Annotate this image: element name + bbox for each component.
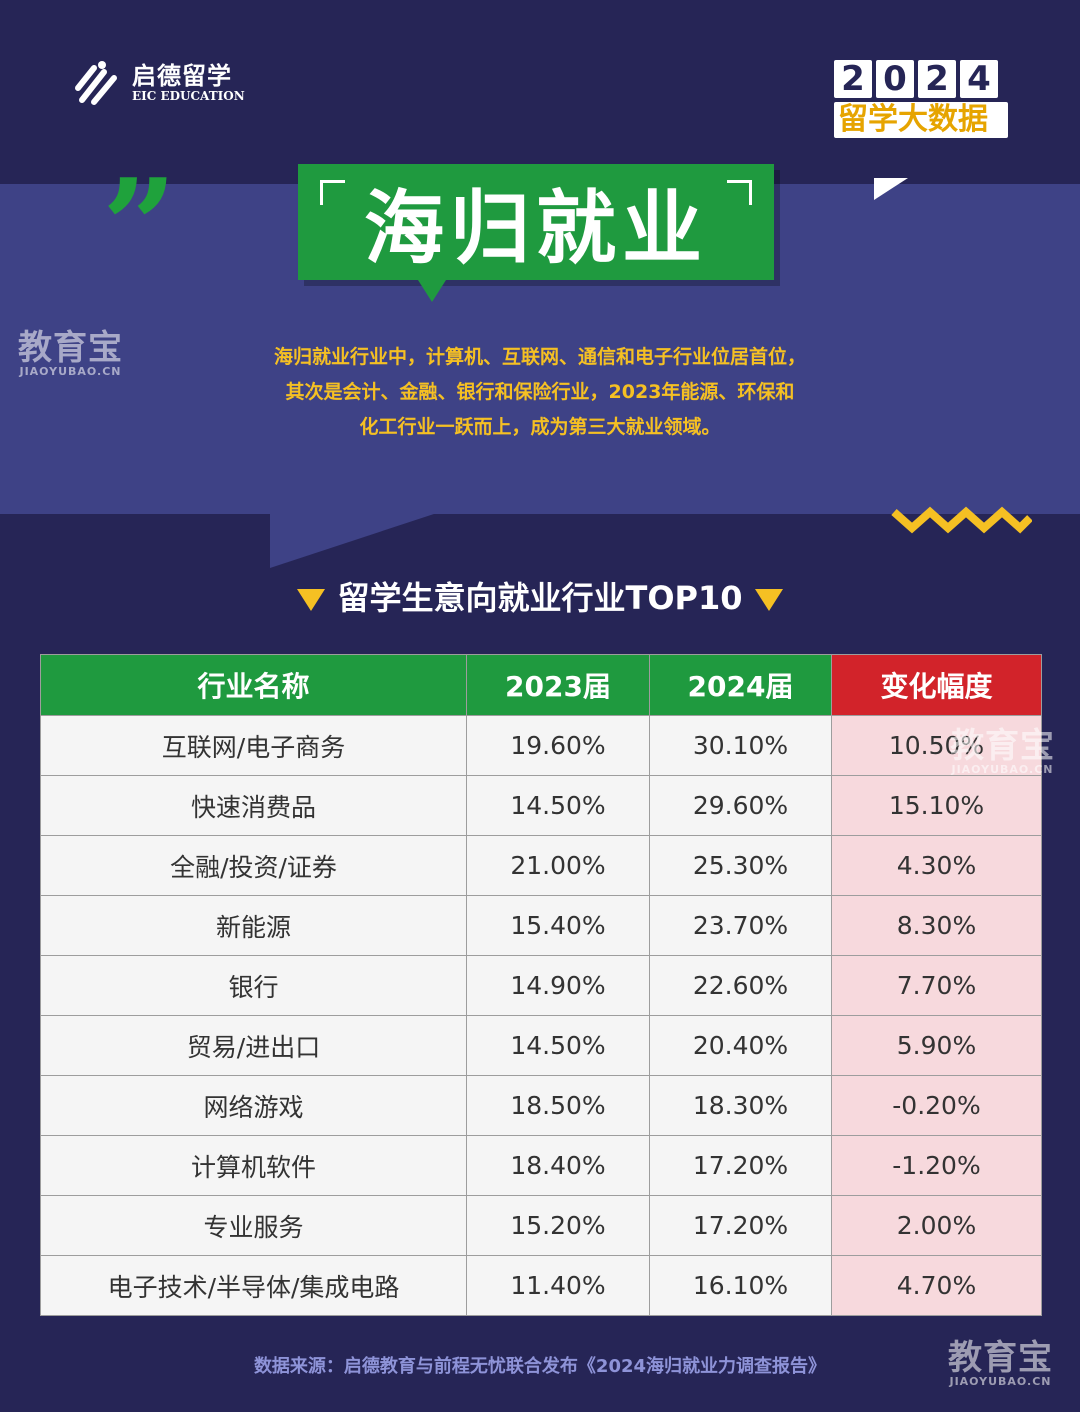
change-value: 8.30% — [831, 895, 1042, 956]
value-2023: 19.60% — [466, 715, 650, 776]
table-row: 互联网/电子商务 19.60% 30.10% 10.50% — [40, 715, 1042, 776]
bracket-right-icon — [727, 180, 752, 205]
title-tail — [418, 280, 446, 302]
watermark-cn: 教育宝 — [948, 1338, 1053, 1378]
industry-name: 互联网/电子商务 — [40, 715, 467, 776]
header-change: 变化幅度 — [831, 654, 1042, 716]
change-value: -1.20% — [831, 1135, 1042, 1196]
industry-name: 网络游戏 — [40, 1075, 467, 1136]
brand-name-en: EIC EDUCATION — [132, 89, 245, 103]
change-value: 10.50% — [831, 715, 1042, 776]
table-row: 新能源 15.40% 23.70% 8.30% — [40, 895, 1042, 956]
value-2024: 17.20% — [649, 1195, 832, 1256]
industry-name: 新能源 — [40, 895, 467, 956]
subtitle-text: 留学生意向就业行业TOP10 — [337, 579, 743, 617]
badge-year: 2 0 2 4 — [834, 60, 1008, 98]
intro-line: 化工行业一跃而上，成为第三大就业领域。 — [359, 416, 721, 438]
table-row: 银行 14.90% 22.60% 7.70% — [40, 955, 1042, 1016]
header-2024: 2024届 — [649, 654, 832, 716]
industry-name: 贸易/进出口 — [40, 1015, 467, 1076]
badge-digit: 2 — [918, 60, 956, 98]
year-badge: 2 0 2 4 留学大数据 — [834, 60, 1008, 200]
triangle-down-icon — [754, 589, 783, 611]
value-2024: 16.10% — [649, 1255, 832, 1316]
value-2024: 18.30% — [649, 1075, 832, 1136]
watermark-left: 教育宝 JIAOYUBAO.CN — [18, 330, 123, 378]
change-value: -0.20% — [831, 1075, 1042, 1136]
watermark-cn: 教育宝 — [950, 726, 1055, 766]
intro-line: 其次是会计、金融、银行和保险行业，2023年能源、环保和 — [285, 381, 795, 403]
eic-logo-icon — [75, 61, 117, 105]
industry-name: 计算机软件 — [40, 1135, 467, 1196]
brand-name-cn: 启德留学 — [132, 62, 232, 90]
table-row: 贸易/进出口 14.50% 20.40% 5.90% — [40, 1015, 1042, 1076]
industry-name: 电子技术/半导体/集成电路 — [40, 1255, 467, 1316]
badge-tail — [874, 178, 908, 200]
brand-logo: 启德留学 EIC EDUCATION — [72, 58, 245, 108]
value-2023: 21.00% — [466, 835, 650, 896]
table-row: 全融/投资/证券 21.00% 25.30% 4.30% — [40, 835, 1042, 896]
change-value: 2.00% — [831, 1195, 1042, 1256]
watermark-bottom: 教育宝 JIAOYUBAO.CN — [948, 1340, 1053, 1388]
change-value: 4.30% — [831, 835, 1042, 896]
value-2024: 30.10% — [649, 715, 832, 776]
value-2023: 18.50% — [466, 1075, 650, 1136]
page-title: 海归就业 — [364, 182, 708, 275]
title-box: 海归就业 — [298, 164, 774, 280]
watermark-table: 教育宝 JIAOYUBAO.CN — [950, 728, 1055, 776]
header-industry: 行业名称 — [40, 654, 467, 716]
table-header-row: 行业名称 2023届 2024届 变化幅度 — [40, 654, 1042, 716]
section-subtitle: 留学生意向就业行业TOP10 — [0, 575, 1080, 621]
value-2024: 22.60% — [649, 955, 832, 1016]
value-2024: 29.60% — [649, 775, 832, 836]
industry-name: 银行 — [40, 955, 467, 1016]
table-row: 网络游戏 18.50% 18.30% -0.20% — [40, 1075, 1042, 1136]
header-2023: 2023届 — [466, 654, 650, 716]
value-2023: 14.90% — [466, 955, 650, 1016]
value-2023: 18.40% — [466, 1135, 650, 1196]
change-value: 7.70% — [831, 955, 1042, 1016]
intro-text: 海归就业行业中，计算机、互联网、通信和电子行业位居首位， 其次是会计、金融、银行… — [220, 340, 860, 445]
bracket-left-icon — [320, 180, 345, 205]
change-value: 5.90% — [831, 1015, 1042, 1076]
value-2024: 25.30% — [649, 835, 832, 896]
value-2024: 23.70% — [649, 895, 832, 956]
value-2023: 14.50% — [466, 775, 650, 836]
industry-name: 快速消费品 — [40, 775, 467, 836]
table-row: 专业服务 15.20% 17.20% 2.00% — [40, 1195, 1042, 1256]
watermark-cn: 教育宝 — [18, 328, 123, 368]
value-2023: 15.20% — [466, 1195, 650, 1256]
zigzag-decoration-icon — [891, 506, 1032, 534]
value-2024: 20.40% — [649, 1015, 832, 1076]
data-source: 数据来源：启德教育与前程无忧联合发布《2024海归就业力调查报告》 — [253, 1356, 827, 1377]
band-notch — [270, 512, 440, 568]
value-2023: 11.40% — [466, 1255, 650, 1316]
quote-mark-icon: ” — [102, 150, 177, 303]
intro-line: 海归就业行业中，计算机、互联网、通信和电子行业位居首位， — [273, 346, 806, 368]
watermark-en: JIAOYUBAO.CN — [949, 1375, 1052, 1388]
watermark-en: JIAOYUBAO.CN — [19, 365, 122, 378]
change-value: 15.10% — [831, 775, 1042, 836]
triangle-down-icon — [297, 589, 326, 611]
industry-name: 专业服务 — [40, 1195, 467, 1256]
value-2023: 14.50% — [466, 1015, 650, 1076]
value-2024: 17.20% — [649, 1135, 832, 1196]
industry-name: 全融/投资/证券 — [40, 835, 467, 896]
badge-digit: 2 — [834, 60, 872, 98]
table-row: 计算机软件 18.40% 17.20% -1.20% — [40, 1135, 1042, 1196]
value-2023: 15.40% — [466, 895, 650, 956]
badge-digit: 4 — [960, 60, 998, 98]
change-value: 4.70% — [831, 1255, 1042, 1316]
badge-digit: 0 — [876, 60, 914, 98]
badge-subtitle: 留学大数据 — [834, 102, 1008, 138]
watermark-en: JIAOYUBAO.CN — [951, 763, 1054, 776]
table-row: 电子技术/半导体/集成电路 11.40% 16.10% 4.70% — [40, 1255, 1042, 1316]
table-row: 快速消费品 14.50% 29.60% 15.10% — [40, 775, 1042, 836]
industry-table: 行业名称 2023届 2024届 变化幅度 互联网/电子商务 19.60% 30.1… — [40, 654, 1042, 1316]
